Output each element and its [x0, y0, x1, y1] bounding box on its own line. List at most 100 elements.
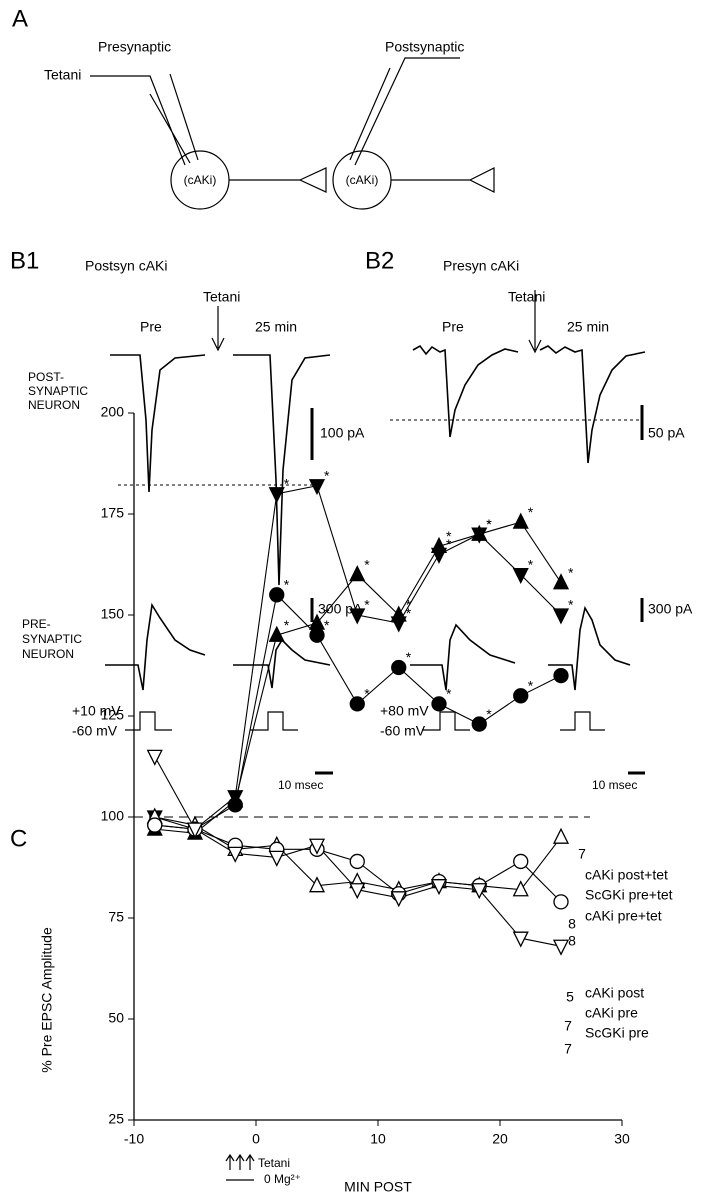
- x-tick-label: -10: [124, 1131, 144, 1147]
- legend-label: ScGKi pre+tet: [585, 887, 673, 903]
- data-point: [512, 880, 529, 897]
- neuron-label: SYNAPTIC: [22, 632, 82, 646]
- neuron-label: SYNAPTIC: [28, 384, 88, 398]
- bottom-legend: [225, 1153, 255, 1181]
- data-point: [308, 876, 326, 893]
- data-point: [227, 797, 243, 813]
- y-tick-label: 200: [101, 404, 125, 420]
- data-point: [430, 879, 448, 896]
- significance-marker: *: [406, 605, 412, 621]
- significance-marker: *: [486, 516, 492, 532]
- data-point: [512, 931, 529, 948]
- data-point: [553, 667, 569, 684]
- data-point: [309, 627, 325, 643]
- data-point: [552, 573, 570, 590]
- data-point: [147, 817, 163, 833]
- panel-title: Postsyn cAKi: [85, 258, 167, 274]
- scale-label: 50 pA: [648, 425, 685, 441]
- y-tick-label: 100: [101, 808, 125, 824]
- postsynaptic-label: Postsynaptic: [385, 39, 464, 55]
- data-point: [471, 883, 488, 900]
- data-point: [512, 512, 529, 529]
- traces: [390, 290, 646, 775]
- data-point: [268, 625, 285, 642]
- y-tick-label: 125: [101, 707, 125, 723]
- x-tick-label: 30: [614, 1131, 630, 1147]
- data-point: [349, 565, 366, 582]
- scale-label: 10 msec: [592, 778, 637, 792]
- n-label: 7: [564, 1018, 572, 1034]
- y-tick-label: 75: [108, 909, 124, 925]
- presynaptic-label: Presynaptic: [98, 39, 171, 55]
- step-label: +80 mV: [380, 703, 429, 719]
- significance-marker: *: [528, 678, 534, 694]
- significance-marker: *: [284, 476, 290, 492]
- data-point: [391, 659, 407, 676]
- data-point: [308, 479, 326, 496]
- data-point: [227, 846, 244, 863]
- significance-marker: *: [406, 597, 412, 613]
- y-tick-label: 175: [101, 505, 125, 521]
- significance-marker: *: [364, 597, 370, 613]
- significance-marker: *: [324, 467, 330, 483]
- significance-marker: *: [568, 564, 574, 580]
- significance-marker: *: [528, 556, 534, 572]
- x-tick-label: 20: [492, 1131, 508, 1147]
- data-point: [552, 827, 570, 844]
- data-point: [552, 939, 570, 956]
- data-point: [146, 749, 163, 766]
- significance-marker: *: [486, 516, 492, 532]
- step-label: +10 mV: [72, 703, 121, 719]
- x-tick-label: 0: [252, 1131, 260, 1147]
- significance-marker: *: [446, 686, 452, 702]
- significance-marker: *: [364, 556, 370, 572]
- series-line: [154, 756, 562, 947]
- panel-label: B2: [365, 247, 394, 274]
- legend-label: 0 Mg²⁺: [264, 1172, 301, 1186]
- scale-label: 300 pA: [648, 601, 693, 617]
- tetani-label: Tetani: [508, 289, 545, 305]
- step-label: -60 mV: [72, 723, 118, 739]
- time-label: 25 min: [567, 319, 609, 335]
- significance-marker: *: [528, 504, 534, 520]
- significance-marker: *: [284, 577, 290, 593]
- pre-label: Pre: [442, 319, 464, 335]
- panel-title: Presyn cAKi: [443, 258, 519, 274]
- tetani-label: Tetani: [44, 67, 81, 83]
- data-point: [349, 696, 365, 712]
- n-label: 8: [568, 933, 576, 949]
- neuron-label: NEURON: [28, 398, 80, 412]
- legend-label: ScGKi pre: [585, 1025, 649, 1041]
- n-label: 7: [564, 1041, 572, 1057]
- n-label: 7: [578, 846, 586, 862]
- significance-marker: *: [364, 686, 370, 702]
- significance-marker: *: [324, 617, 330, 633]
- data-point: [268, 850, 285, 867]
- data-point: [471, 716, 487, 732]
- cell-label: (cAKi): [346, 173, 379, 187]
- data-point: [512, 567, 529, 585]
- legend-label: cAKi pre: [585, 1005, 638, 1021]
- significance-marker: *: [446, 528, 452, 544]
- significance-marker: *: [406, 649, 412, 665]
- significance-marker: *: [284, 617, 290, 633]
- n-label: 8: [568, 916, 576, 932]
- y-axis-label: % Pre EPSC Amplitude: [39, 927, 55, 1073]
- legend-label: cAKi pre+tet: [585, 908, 662, 924]
- data-point: [390, 891, 407, 908]
- data-point: [269, 587, 285, 603]
- data-point: [553, 894, 569, 910]
- tetani-label: Tetani: [203, 289, 240, 305]
- significance-marker: *: [324, 605, 330, 621]
- x-axis-label: MIN POST: [344, 1179, 412, 1195]
- legend-label: cAKi post: [585, 985, 644, 1001]
- data-point: [513, 688, 529, 704]
- data-point: [308, 838, 326, 855]
- legend-label: cAKi post+tet: [585, 867, 668, 883]
- panel-label: B1: [10, 247, 39, 274]
- schematic: [90, 57, 495, 210]
- legend-label: Tetani: [258, 1156, 290, 1170]
- data-point: [430, 547, 448, 564]
- y-tick-label: 25: [108, 1111, 124, 1127]
